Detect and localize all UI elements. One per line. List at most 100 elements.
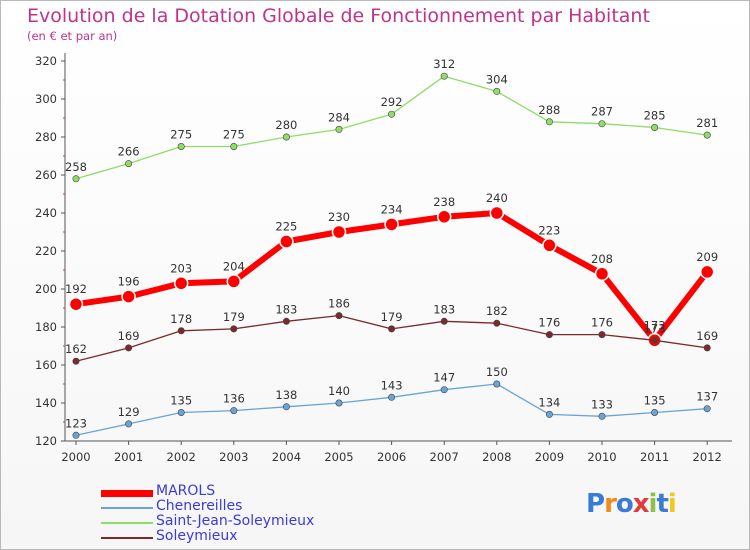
data-label: 209 [696, 250, 718, 264]
data-label: 280 [275, 118, 297, 132]
data-point [594, 266, 610, 282]
data-point [699, 264, 715, 280]
x-tick-label: 2008 [482, 450, 511, 464]
x-tick-label: 2006 [377, 450, 406, 464]
y-tick-label: 320 [35, 54, 57, 68]
legend-swatch [101, 537, 153, 539]
data-point [177, 327, 185, 335]
data-point [173, 276, 189, 291]
data-label: 204 [223, 259, 245, 273]
x-tick-label: 2009 [535, 450, 564, 464]
x-tick-label: 2002 [167, 450, 196, 464]
data-label: 192 [65, 282, 87, 296]
data-label: 140 [328, 384, 350, 398]
data-label: 258 [65, 160, 87, 174]
y-tick-label: 140 [35, 396, 57, 410]
logo-letter: t [656, 489, 668, 519]
data-label: 183 [275, 302, 297, 316]
data-label: 238 [433, 195, 455, 209]
data-point [388, 110, 396, 118]
data-point [651, 336, 659, 344]
data-point [545, 118, 553, 126]
data-label: 284 [328, 110, 350, 124]
data-point [388, 393, 396, 401]
data-label: 223 [538, 223, 560, 237]
data-point [651, 124, 659, 132]
data-point [545, 331, 553, 339]
legend-swatch [101, 507, 153, 509]
data-point [335, 312, 343, 320]
data-label: 137 [696, 390, 718, 404]
data-point [436, 209, 452, 225]
data-label: 312 [433, 57, 455, 71]
logo-letter: i [648, 489, 658, 519]
data-label: 182 [486, 304, 508, 318]
y-tick-label: 200 [35, 282, 57, 296]
data-label: 281 [696, 116, 718, 130]
chart-title: Evolution de la Dotation Globale de Fonc… [27, 5, 650, 27]
data-label: 169 [696, 329, 718, 343]
data-point [545, 410, 553, 418]
y-tick-label: 260 [35, 168, 57, 182]
data-label: 186 [328, 297, 350, 311]
data-label: 138 [275, 388, 297, 402]
data-label: 230 [328, 210, 350, 224]
data-label: 123 [65, 416, 87, 430]
legend-label: Soleymieux [156, 528, 238, 544]
proxiti-logo: Proxiti [586, 489, 677, 519]
data-point [226, 274, 242, 289]
data-label: 173 [644, 318, 666, 332]
legend-swatch [101, 489, 153, 497]
data-label: 304 [486, 72, 508, 86]
data-point [125, 344, 133, 352]
data-label: 173 [644, 321, 666, 335]
data-label: 183 [433, 302, 455, 316]
data-point [72, 431, 80, 439]
data-point [335, 399, 343, 407]
data-point [440, 317, 448, 325]
data-label: 179 [223, 310, 245, 324]
y-tick-label: 160 [35, 358, 57, 372]
data-point [331, 224, 347, 240]
data-point [68, 296, 84, 312]
data-label: 287 [591, 105, 613, 119]
logo-letter: P [586, 489, 605, 519]
data-label: 240 [486, 191, 508, 205]
logo-letter: o [615, 489, 634, 519]
data-point [542, 238, 557, 253]
x-tick-label: 2004 [272, 450, 301, 464]
legend-label: Chenereilles [156, 498, 243, 514]
x-tick-label: 2001 [114, 450, 143, 464]
data-label: 196 [118, 275, 140, 289]
data-point [282, 133, 290, 141]
x-tick-label: 2005 [324, 450, 353, 464]
x-tick-label: 2000 [61, 450, 90, 464]
data-point [230, 325, 238, 333]
data-label: 292 [381, 95, 403, 109]
legend-label: MAROLS [156, 483, 216, 499]
data-point [282, 317, 290, 325]
data-point [177, 408, 185, 416]
logo-letter: i [667, 489, 677, 519]
y-tick-label: 120 [35, 434, 57, 448]
legend-swatch [101, 522, 153, 524]
data-label: 129 [118, 405, 140, 419]
data-label: 225 [275, 220, 297, 234]
data-point [598, 412, 606, 420]
data-label: 266 [118, 145, 140, 159]
y-tick-label: 300 [35, 92, 57, 106]
data-label: 178 [170, 312, 192, 326]
legend-label: Saint-Jean-Soleymieux [156, 513, 315, 529]
logo-letter: r [604, 489, 617, 519]
data-point [121, 289, 136, 304]
data-point [230, 407, 238, 415]
data-label: 169 [118, 329, 140, 343]
data-label: 285 [644, 109, 666, 123]
data-label: 275 [223, 128, 245, 142]
chart-subtitle: (en € et par an) [27, 29, 118, 43]
x-tick-label: 2011 [640, 450, 669, 464]
data-point [125, 160, 133, 168]
x-tick-label: 2012 [693, 450, 722, 464]
data-point [72, 175, 80, 183]
